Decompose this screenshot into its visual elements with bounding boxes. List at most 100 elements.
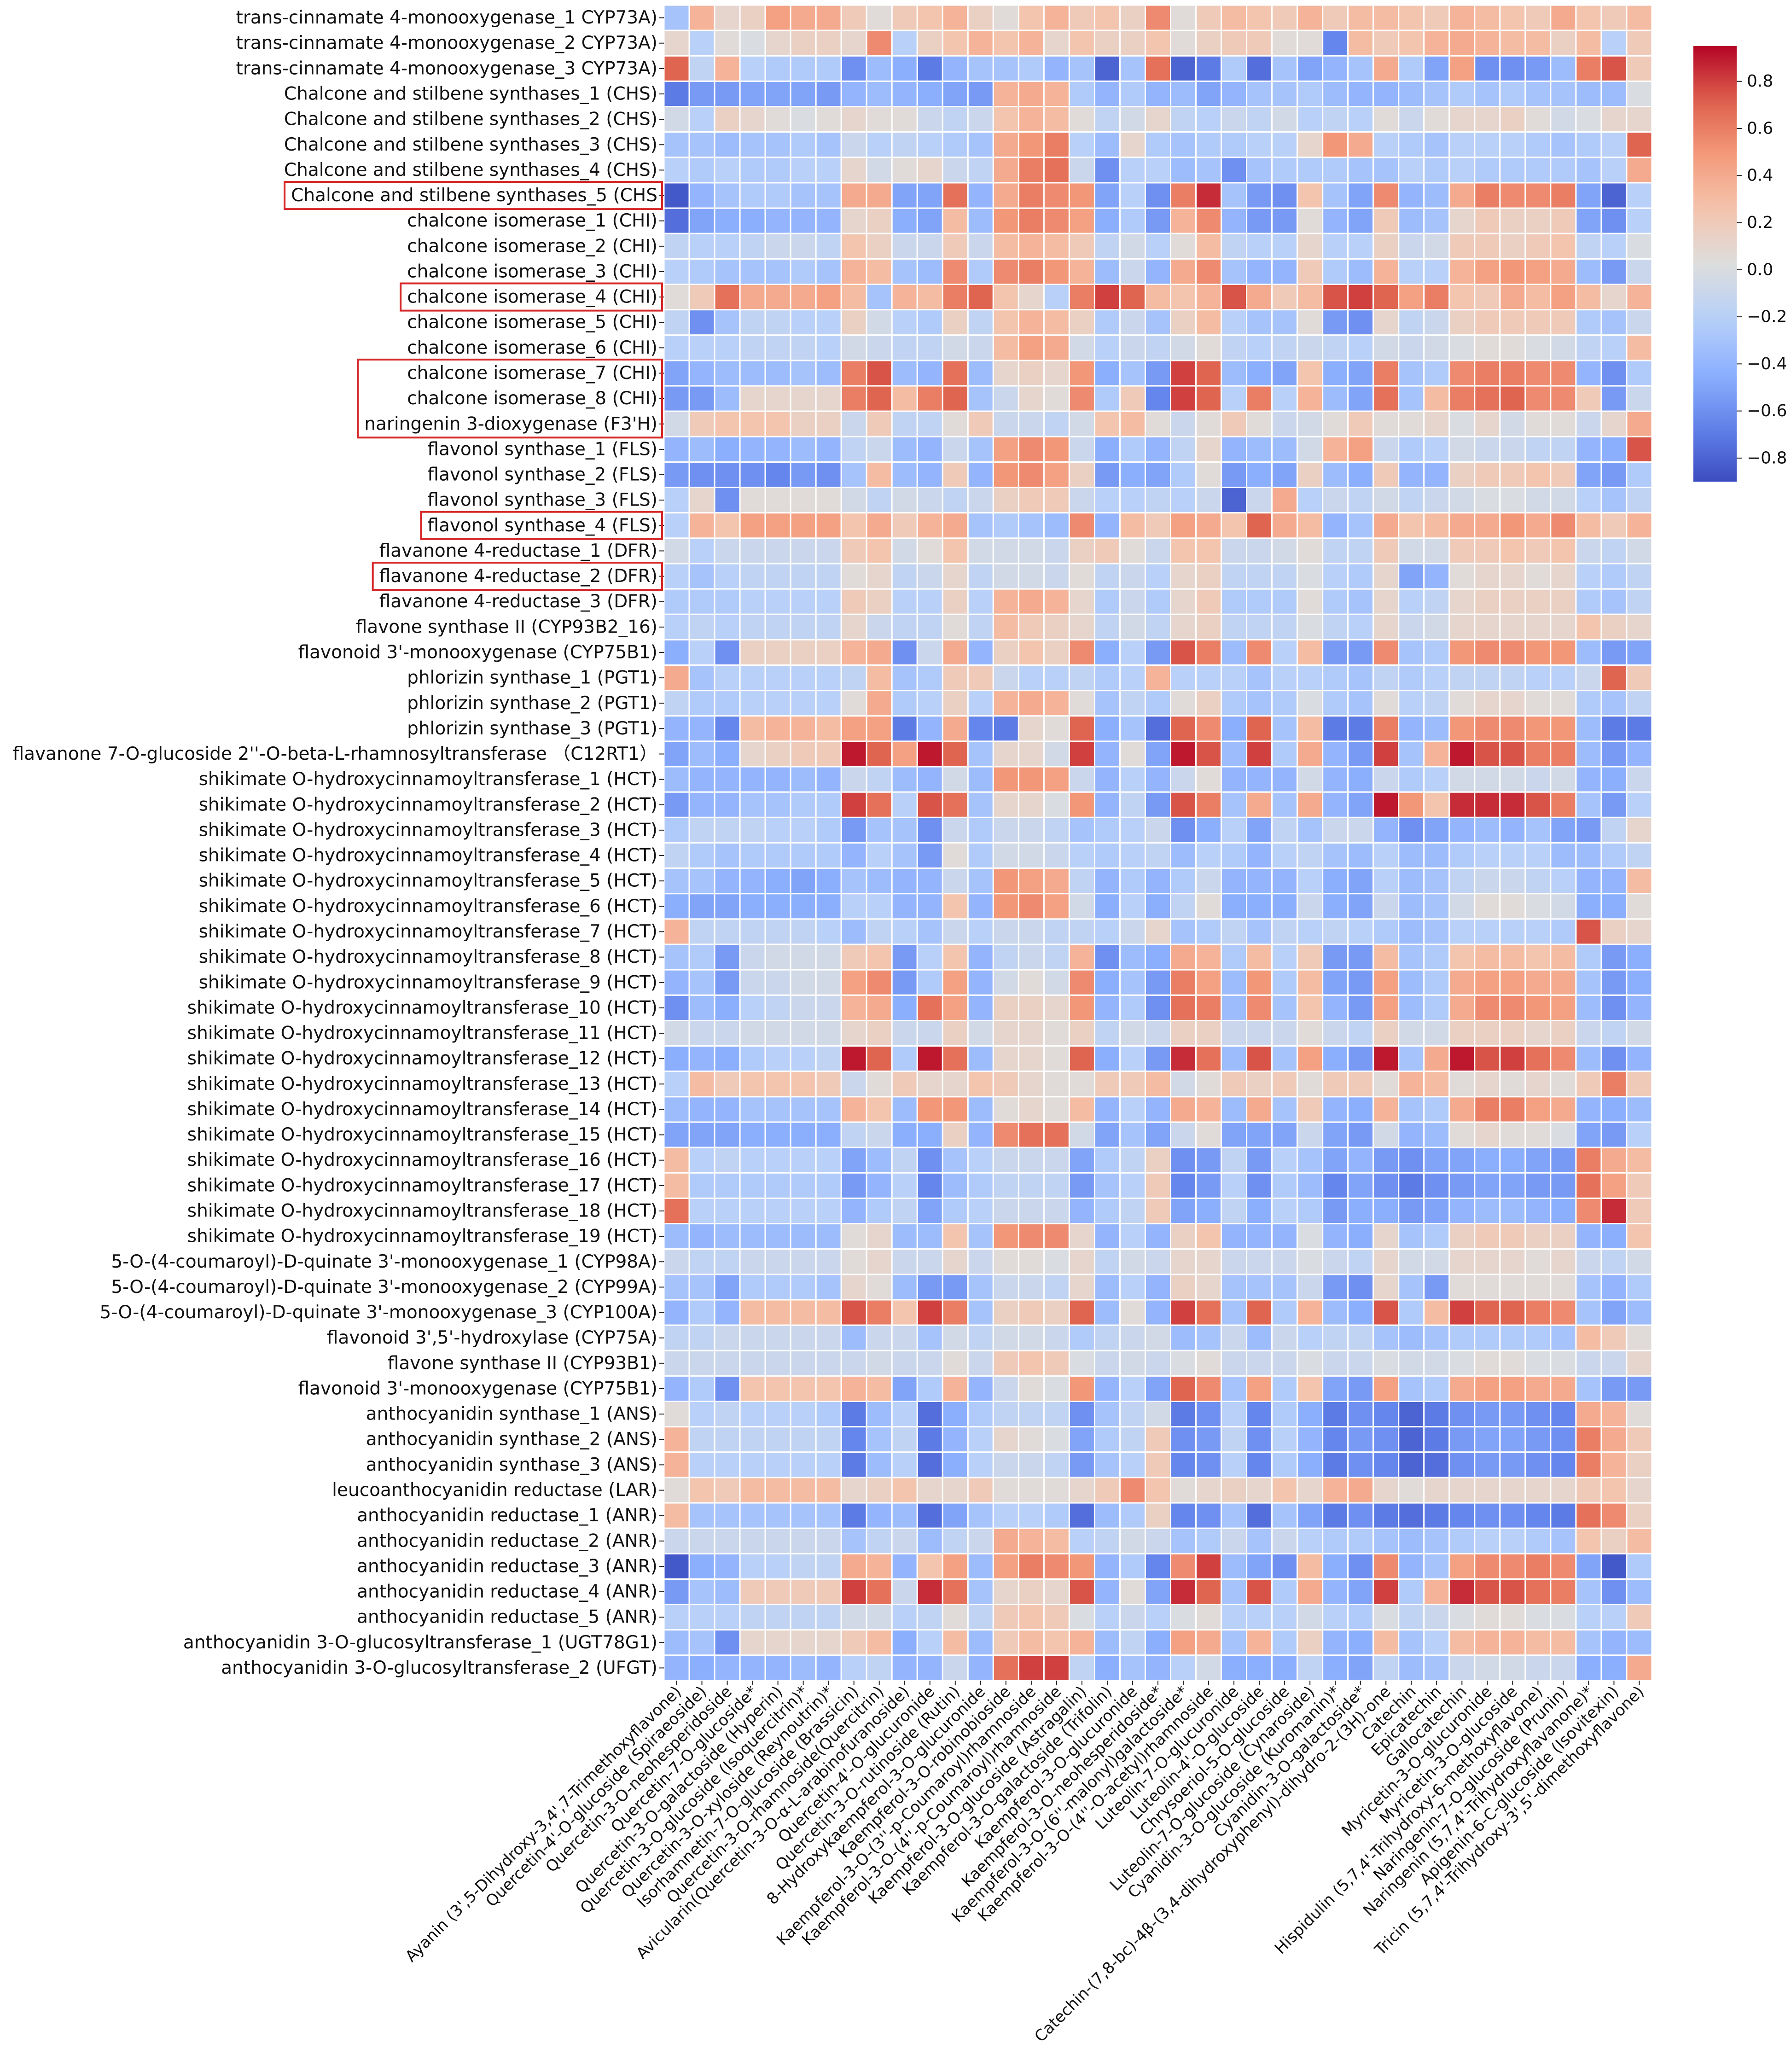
heatmap-cell: [764, 29, 791, 57]
heatmap-cell: [942, 385, 969, 412]
heatmap-cell: [1144, 461, 1172, 489]
heatmap-cell: [790, 1172, 817, 1199]
heatmap-cell: [1524, 1223, 1552, 1250]
heatmap-cell: [891, 207, 918, 234]
heatmap-cell: [1119, 740, 1146, 768]
heatmap-cell: [1524, 791, 1552, 818]
heatmap-cell: [663, 80, 690, 108]
heatmap-cell: [790, 157, 817, 184]
heatmap-cell: [916, 1553, 943, 1580]
heatmap-cell: [1195, 1553, 1222, 1580]
heatmap-cell: [1347, 893, 1374, 920]
heatmap-cell: [866, 182, 893, 209]
heatmap-cell: [1398, 410, 1425, 437]
heatmap-cell: [1474, 588, 1501, 615]
heatmap-cell: [916, 385, 943, 412]
heatmap-cell: [1271, 1629, 1298, 1656]
heatmap-cell: [840, 1629, 867, 1656]
heatmap-cell: [790, 1299, 817, 1326]
heatmap-cell: [1170, 233, 1197, 260]
heatmap-cell: [1550, 1401, 1577, 1428]
heatmap-cell: [1474, 436, 1501, 463]
heatmap-cell: [714, 588, 741, 615]
heatmap-cell: [891, 1147, 918, 1174]
heatmap-cell: [1043, 1299, 1070, 1326]
heatmap-cell: [967, 461, 994, 489]
heatmap-cell: [1448, 1197, 1476, 1225]
heatmap-cell: [1170, 410, 1197, 437]
heatmap-cell: [790, 334, 817, 361]
heatmap-cell: [1600, 1223, 1628, 1250]
heatmap-cell: [688, 487, 715, 514]
heatmap-cell: [1600, 1527, 1628, 1554]
heatmap-cell: [663, 842, 690, 869]
heatmap-cell: [942, 1502, 969, 1529]
heatmap-cell: [1448, 588, 1476, 615]
colorbar-tick-label: 0.0: [1747, 260, 1773, 279]
heatmap-cell: [1068, 1172, 1095, 1199]
heatmap-cell: [1626, 563, 1653, 590]
heatmap-cell: [866, 29, 893, 57]
heatmap-cell: [1448, 1299, 1476, 1326]
heatmap-cell: [1398, 1223, 1425, 1250]
heatmap-cell: [1195, 1045, 1222, 1072]
heatmap-cell: [1347, 1045, 1374, 1072]
row-label: flavonol synthase_2 (FLS): [427, 465, 657, 485]
heatmap-cell: [764, 867, 791, 895]
heatmap-cell: [1347, 1375, 1374, 1403]
heatmap-cell: [1068, 1375, 1095, 1403]
heatmap-cell: [1144, 1147, 1172, 1174]
heatmap-cell: [916, 1096, 943, 1123]
heatmap-cell: [1093, 4, 1121, 31]
heatmap-cell: [1600, 55, 1628, 82]
heatmap-cell: [1524, 182, 1552, 209]
heatmap-cell: [967, 29, 994, 57]
heatmap-cell: [1170, 867, 1197, 895]
heatmap-cell: [1297, 1248, 1324, 1275]
heatmap-cell: [1448, 182, 1476, 209]
heatmap-cell: [1195, 410, 1222, 437]
heatmap-cell: [891, 1274, 918, 1301]
heatmap-cell: [1524, 1527, 1552, 1554]
heatmap-cell: [1221, 1223, 1248, 1250]
heatmap-cell: [866, 334, 893, 361]
heatmap-cell: [1524, 461, 1552, 489]
heatmap-cell: [1221, 690, 1248, 717]
heatmap-cell: [1550, 943, 1577, 971]
heatmap-cell: [1297, 436, 1324, 463]
heatmap-cell: [1575, 715, 1602, 742]
heatmap-cell: [1575, 816, 1602, 844]
heatmap-cell: [1271, 1299, 1298, 1326]
heatmap-cell: [688, 1426, 715, 1453]
heatmap-cell: [663, 639, 690, 666]
heatmap-cell: [1474, 207, 1501, 234]
heatmap-cell: [1221, 791, 1248, 818]
heatmap-cell: [714, 1197, 741, 1225]
heatmap-cell: [714, 1299, 741, 1326]
heatmap-cell: [1347, 969, 1374, 996]
heatmap-cell: [1448, 690, 1476, 717]
heatmap-cell: [1600, 410, 1628, 437]
colorbar-tick-label: −0.6: [1747, 402, 1787, 420]
heatmap-cell: [1195, 842, 1222, 869]
heatmap-cell: [739, 1096, 766, 1123]
heatmap-cell: [1018, 1172, 1045, 1199]
heatmap-cell: [1271, 284, 1298, 311]
heatmap-cell: [1398, 664, 1425, 692]
heatmap-cell: [714, 893, 741, 920]
heatmap-cell: [1423, 1578, 1450, 1606]
heatmap-cell: [688, 588, 715, 615]
heatmap-cell: [1600, 842, 1628, 869]
heatmap-cell: [1600, 1350, 1628, 1377]
heatmap-cell: [1398, 1172, 1425, 1199]
heatmap-cell: [1043, 740, 1070, 768]
heatmap-cell: [663, 943, 690, 971]
heatmap-cell: [1018, 1604, 1045, 1631]
heatmap-cell: [663, 867, 690, 895]
heatmap-cell: [1626, 1654, 1653, 1682]
heatmap-cell: [1524, 1426, 1552, 1453]
heatmap-cell: [1144, 1045, 1172, 1072]
heatmap-cell: [1144, 690, 1172, 717]
heatmap-cell: [916, 1451, 943, 1478]
heatmap-cell: [739, 284, 766, 311]
